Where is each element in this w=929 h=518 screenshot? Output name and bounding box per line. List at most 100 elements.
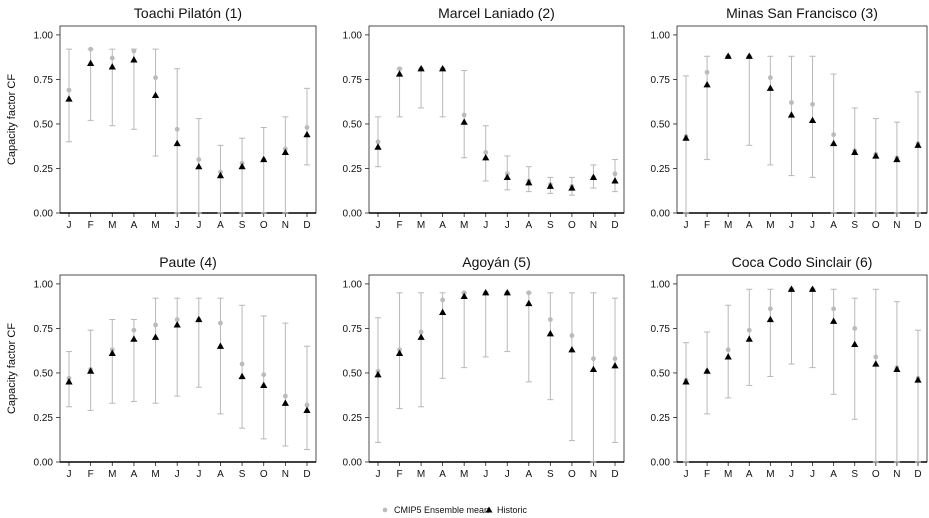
historic-point xyxy=(87,367,95,374)
y-tick-label: 0.75 xyxy=(343,75,363,86)
historic-point xyxy=(482,289,490,296)
historic-point xyxy=(130,335,138,342)
panel-frame xyxy=(368,25,625,214)
historic-point xyxy=(808,116,817,123)
historic-point xyxy=(830,139,838,147)
x-tick-label: J xyxy=(196,469,201,480)
x-tick-label: A xyxy=(217,220,224,231)
x-tick-label: M xyxy=(108,220,116,231)
ensemble-mean-point xyxy=(483,150,489,155)
panel-frame xyxy=(368,274,625,463)
ensemble-mean-point xyxy=(397,66,402,72)
ensemble-mean-point xyxy=(174,126,180,132)
x-tick-label: M xyxy=(724,220,732,231)
y-tick-label: 1.00 xyxy=(34,279,54,290)
historic-point xyxy=(568,184,576,191)
ensemble-mean-point xyxy=(831,306,837,312)
y-tick-label: 0.00 xyxy=(651,458,671,469)
historic-point xyxy=(195,162,203,170)
legend: CMIP5 Ensemble mean Historic xyxy=(382,505,528,515)
y-tick-label: 0.75 xyxy=(651,75,671,86)
historic-point xyxy=(682,378,690,385)
historic-point xyxy=(151,333,160,340)
historic-point xyxy=(872,152,880,159)
x-tick-label: M xyxy=(417,469,425,480)
panel-title: Coca Codo Sinclair (6) xyxy=(732,254,873,270)
y-tick-label: 1.00 xyxy=(343,279,363,290)
historic-point xyxy=(374,143,382,150)
historic-point xyxy=(787,285,796,292)
panel-title: Toachi Pilatón (1) xyxy=(134,5,242,21)
historic-point xyxy=(745,335,753,342)
historic-point xyxy=(724,52,732,59)
x-tick-label: M xyxy=(151,220,159,231)
ensemble-mean-point xyxy=(304,402,310,408)
panel-title: Marcel Laniado (2) xyxy=(438,5,555,21)
y-axis-label: Capacity factor CF xyxy=(6,74,18,165)
ensemble-mean-point xyxy=(789,100,794,105)
x-tick-label: J xyxy=(175,220,180,231)
x-tick-label: A xyxy=(131,220,138,231)
historic-point xyxy=(546,329,554,337)
historic-point xyxy=(787,111,796,118)
panel-4: Paute (4) 0.00 0.25 0.50 0.75 1.00 Capacity fa… xyxy=(6,254,317,480)
historic-point xyxy=(260,381,268,389)
ensemble-mean-point xyxy=(282,393,288,399)
y-tick-label: 0.00 xyxy=(34,209,54,220)
x-tick-label: F xyxy=(88,469,94,480)
y-tick-label: 0.25 xyxy=(343,164,363,175)
historic-point xyxy=(216,171,225,179)
historic-point xyxy=(745,52,753,59)
x-tick-label: N xyxy=(282,220,289,231)
y-tick-label: 0.00 xyxy=(343,209,363,220)
y-tick-label: 0.50 xyxy=(34,119,54,130)
historic-point xyxy=(525,178,533,186)
y-tick-label: 0.75 xyxy=(343,324,363,335)
x-tick-label: J xyxy=(483,220,488,231)
ensemble-mean-point xyxy=(569,333,575,338)
historic-point xyxy=(893,365,901,372)
x-tick-label: M xyxy=(417,220,425,231)
panel-6: Coca Codo Sinclair (6) 0.00 0.25 0.50 0.75 1.… xyxy=(651,254,928,480)
x-tick-label: D xyxy=(611,220,618,231)
x-tick-label: J xyxy=(196,220,201,231)
x-tick-label: N xyxy=(893,469,900,480)
historic-point xyxy=(195,315,203,323)
x-tick-label: S xyxy=(547,469,554,480)
historic-point xyxy=(151,91,160,99)
ensemble-mean-point xyxy=(526,290,532,296)
y-tick-label: 0.00 xyxy=(651,209,671,220)
x-tick-label: S xyxy=(547,220,554,231)
historic-point xyxy=(766,84,774,91)
ensemble-mean-point xyxy=(547,317,553,322)
ensemble-mean-point xyxy=(261,372,267,378)
y-tick-label: 0.50 xyxy=(651,119,671,130)
ensemble-mean-point xyxy=(131,48,137,54)
historic-point xyxy=(281,148,289,156)
legend-ensemble-marker xyxy=(382,507,388,513)
ensemble-mean-point xyxy=(109,55,115,61)
ensemble-mean-point xyxy=(612,356,618,362)
historic-point xyxy=(281,399,289,406)
x-tick-label: J xyxy=(789,220,794,231)
ensemble-mean-point xyxy=(461,112,467,118)
x-tick-label: A xyxy=(746,469,753,480)
historic-point xyxy=(568,346,576,353)
x-tick-label: J xyxy=(810,469,815,480)
x-tick-label: A xyxy=(439,469,446,480)
historic-point xyxy=(87,59,95,66)
y-tick-label: 0.00 xyxy=(34,458,54,469)
x-tick-label: M xyxy=(151,469,159,480)
y-tick-label: 0.50 xyxy=(34,368,54,379)
historic-point xyxy=(611,177,619,184)
x-tick-label: F xyxy=(88,220,94,231)
historic-point xyxy=(766,315,774,323)
historic-point xyxy=(872,360,880,367)
x-tick-label: J xyxy=(67,469,72,480)
ensemble-mean-point xyxy=(153,75,158,81)
historic-point xyxy=(108,63,116,70)
y-tick-label: 0.25 xyxy=(34,164,54,175)
x-tick-label: J xyxy=(483,469,488,480)
y-tick-label: 0.25 xyxy=(343,413,363,424)
